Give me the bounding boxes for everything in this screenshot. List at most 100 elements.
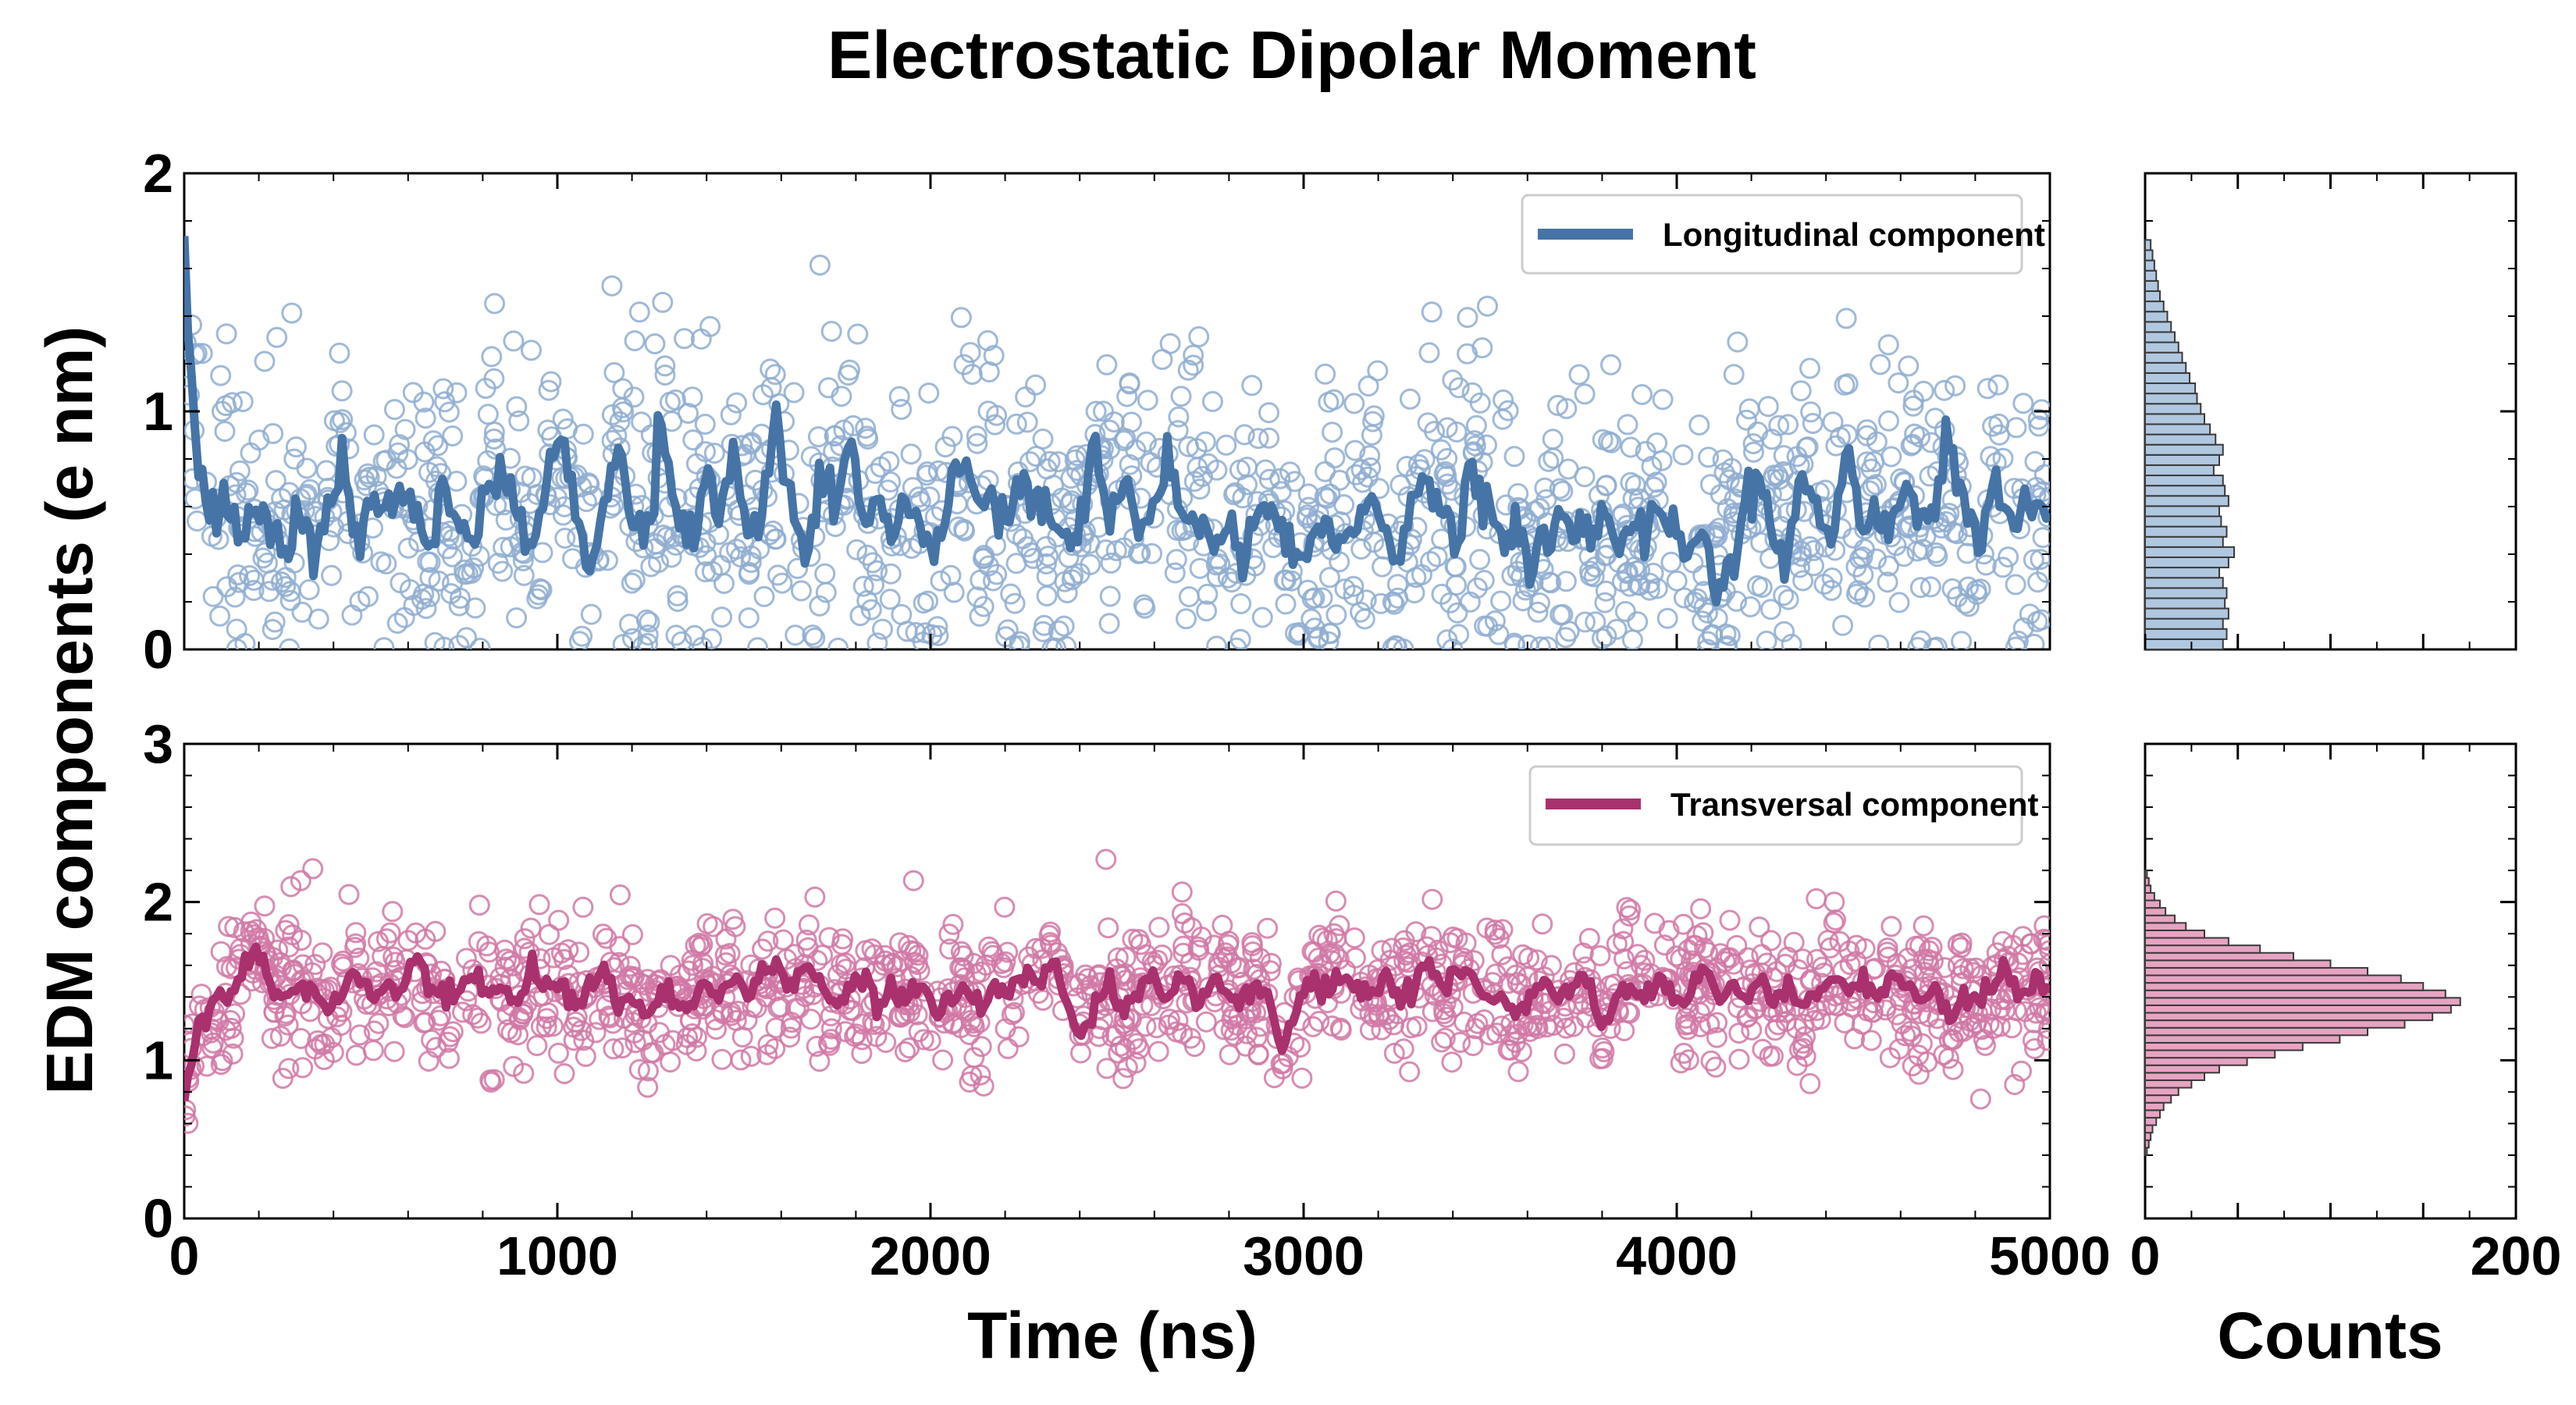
scatter-point [269,1025,291,1047]
scatter-point [939,938,961,960]
scatter-point [1288,624,1310,646]
scatter-point [1839,954,1861,976]
scatter-point [1146,1017,1168,1039]
scatter-point [1768,414,1790,436]
scatter-point [379,973,401,995]
scatter-point [752,938,774,960]
histogram-bar [2144,515,2222,528]
scatter-point [1578,927,1600,949]
scatter-point [1148,916,1170,938]
scatter-point [1319,623,1341,645]
scatter-point [685,934,706,956]
scatter-point [1165,1021,1187,1043]
scatter-point [1900,435,1922,457]
scatter-point [424,631,446,649]
scatter-point [1834,1012,1856,1033]
scatter-point [1969,578,1991,600]
scatter-point [227,564,249,585]
scatter-point [1318,567,1340,589]
scatter-point [1053,615,1075,637]
scatter-point [1556,397,1578,419]
scatter-point [2031,399,2050,421]
histogram-bar [2144,239,2152,251]
scatter-point [1233,424,1255,446]
scatter-point [1532,913,1553,935]
scatter-point [1386,635,1407,649]
scatter-point [983,570,1004,592]
scatter-point [1971,1019,1993,1040]
scatter-point [1034,614,1055,636]
scatter-point [1685,935,1706,956]
scatter-point [1188,939,1210,961]
scatter-point [2037,1030,2050,1051]
scatter-point [603,1038,624,1060]
scatter-point [413,391,435,413]
bottom-histogram-panel: 0 200 [2130,742,2561,1286]
scatter-point [1009,635,1030,649]
histogram-bar [2144,617,2224,630]
scatter-point [1069,973,1091,994]
scatter-point [852,575,874,597]
scatter-point [1281,570,1303,592]
scatter-point [331,380,353,402]
scatter-point [1710,484,1731,506]
scatter-point [1436,417,1458,439]
scatter-point [941,425,963,447]
scatter-point [695,441,716,463]
scatter-point [785,624,806,646]
scatter-point [814,563,836,585]
scatter-point [827,964,849,986]
scatter-point [1112,1068,1134,1090]
scatter-point [866,1026,888,1048]
scatter-point [362,1040,384,1062]
histogram-bar [2144,597,2226,610]
scatter-point [390,572,411,594]
scatter-point [1988,413,2010,435]
scatter-point [1908,1063,1930,1085]
scatter-point [1184,1036,1205,1058]
scatter-point [1343,393,1365,414]
scatter-point [1912,915,1934,937]
histogram-bar [2144,870,2148,879]
scatter-point [1223,1024,1245,1046]
scatter-point [1015,386,1037,408]
scatter-point [1448,377,1470,399]
scatter-point [1386,574,1408,596]
scatter-point [1263,1067,1285,1089]
scatter-point [747,637,769,649]
scatter-point [338,884,360,905]
scatter-point [722,909,744,930]
scatter-point [611,1037,633,1059]
scatter-point [1773,585,1795,606]
scatter-point [1579,560,1600,582]
scatter-point [1817,930,1839,951]
scatter-point [234,632,256,649]
scatter-point [1217,567,1239,589]
scatter-point [723,967,745,989]
scatter-point [1901,1026,1923,1047]
scatter-point [1885,535,1907,557]
scatter-point [1436,1006,1457,1028]
scatter-point [281,302,303,324]
scatter-point [1862,1001,1884,1023]
scatter-point [1371,940,1393,962]
scatter-point [1325,604,1347,626]
scatter-point [265,470,286,492]
scatter-point [299,1001,321,1023]
scatter-point [1612,503,1634,525]
scatter-point [808,426,829,448]
scatter-point [606,425,628,446]
scatter-point [1898,355,1920,377]
scatter-point [891,399,913,420]
scatter-point [202,585,224,607]
scatter-point [229,460,251,482]
scatter-point [262,423,284,444]
scatter-point [331,953,352,975]
scatter-point [1229,628,1251,649]
scatter-point [1800,401,1822,423]
scatter-point [1135,431,1157,453]
scatter-point [1697,602,1718,624]
scatter-point [1004,592,1026,614]
scatter-point [190,984,212,1005]
scatter-point [470,1012,492,1034]
